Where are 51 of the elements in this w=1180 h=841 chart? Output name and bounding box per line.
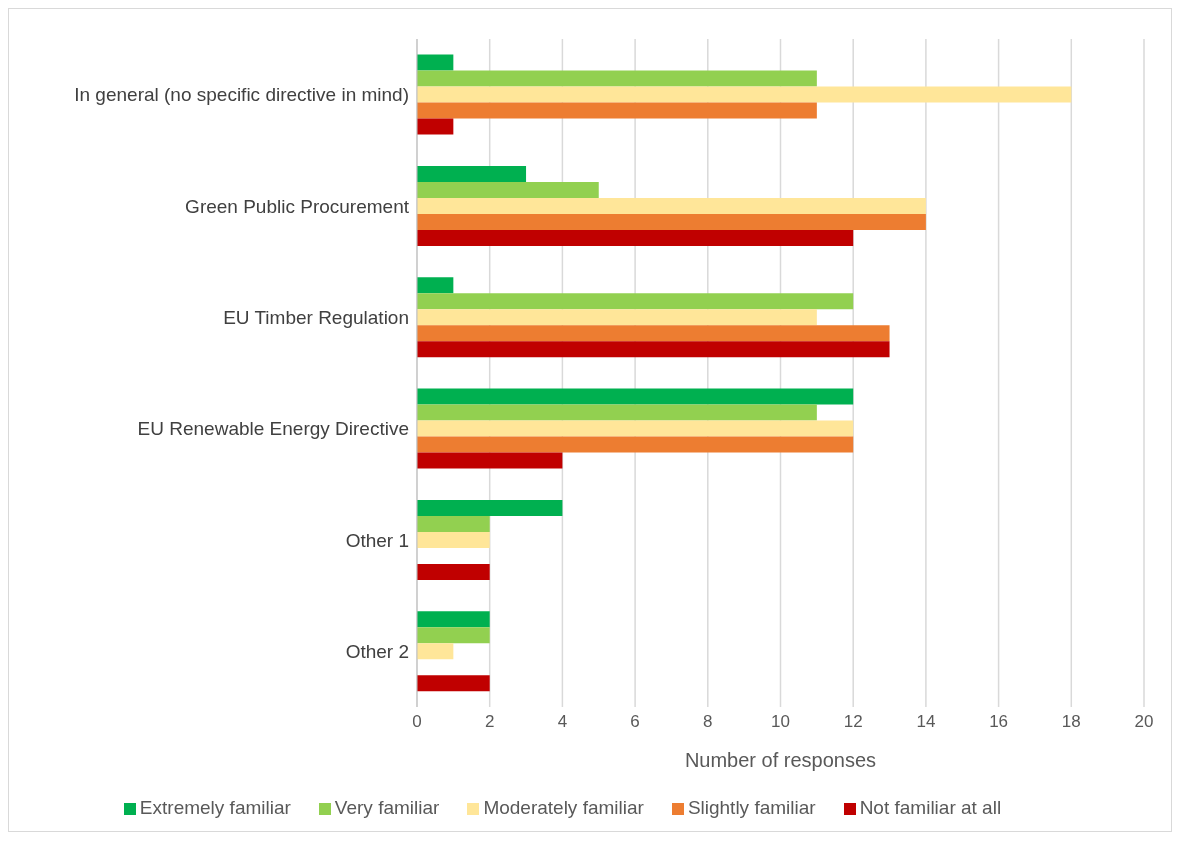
bar (417, 293, 854, 310)
x-axis-title: Number of responses (684, 749, 877, 771)
x-tick-label: 14 (916, 712, 936, 732)
x-tick-label: 16 (989, 712, 1009, 732)
legend-label: Extremely familiar (139, 797, 291, 818)
bar (417, 181, 599, 198)
bar (417, 643, 454, 660)
bar (417, 213, 926, 230)
bar (417, 118, 454, 135)
bar (417, 277, 454, 294)
legend-label: Very familiar (334, 797, 440, 818)
x-tick-label: 12 (843, 712, 863, 732)
bar (417, 611, 490, 628)
bar (417, 229, 854, 246)
bar (417, 675, 490, 692)
bar (417, 341, 890, 358)
bar (417, 86, 1072, 103)
legend-label: Not familiar at all (859, 797, 1002, 818)
bar (417, 627, 490, 644)
bar (417, 197, 926, 214)
x-tick-label: 8 (703, 712, 713, 732)
x-tick-label: 4 (557, 712, 568, 732)
x-tick-label: 10 (771, 712, 790, 732)
bar (417, 70, 817, 87)
legend-label: Slightly familiar (687, 797, 816, 818)
bar (417, 309, 817, 326)
legend-label: Moderately familiar (483, 797, 644, 818)
bar (417, 563, 490, 580)
bar (417, 420, 854, 437)
y-tick-label: Other 2 (345, 641, 409, 663)
x-tick-label: 2 (484, 712, 495, 732)
bar (417, 452, 563, 469)
y-tick-label: Green Public Procurement (185, 195, 410, 217)
bar (417, 388, 854, 405)
x-tick-label: 20 (1134, 712, 1154, 732)
x-tick-label: 18 (1061, 712, 1081, 732)
bar (417, 54, 454, 71)
x-tick-label: 6 (630, 712, 640, 732)
bar (417, 325, 890, 342)
bar (417, 404, 817, 421)
bar (417, 165, 527, 182)
bar (417, 436, 854, 453)
bar (417, 515, 490, 532)
bar (417, 102, 817, 119)
bar (417, 531, 490, 548)
y-tick-label: In general (no specific directive in mind) (74, 84, 409, 106)
bar (417, 499, 563, 516)
y-tick-label: Other 1 (345, 529, 409, 551)
y-tick-label: EU Timber Regulation (223, 307, 409, 329)
x-tick-label: 0 (412, 712, 422, 732)
y-tick-label: EU Renewable Energy Directive (137, 418, 409, 440)
